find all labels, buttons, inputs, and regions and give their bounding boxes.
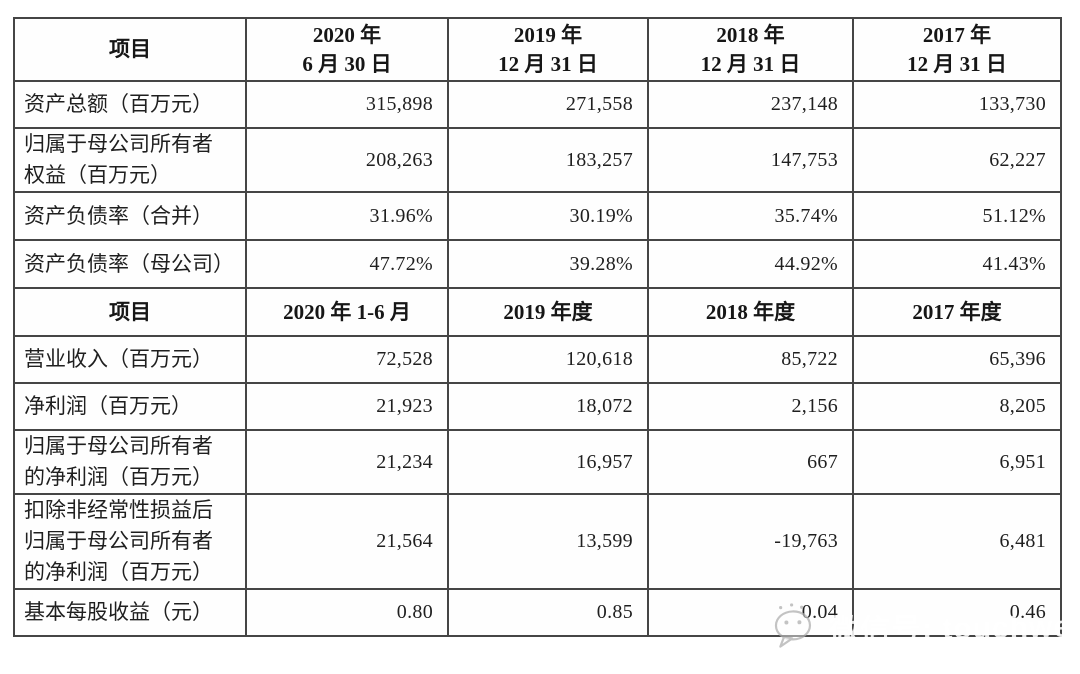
value-cell: 208,263 — [245, 127, 449, 193]
header-line: 2019 年 — [513, 22, 583, 47]
column-header-item: 项目 — [13, 17, 247, 82]
table-row-basic-eps: 基本每股收益（元） 0.80 0.85 0.04 0.46 — [13, 588, 1062, 637]
table-row-parent-equity: 归属于母公司所有者 权益（百万元） 208,263 183,257 147,75… — [13, 127, 1062, 193]
column-header-fy2019: 2019 年度 — [447, 287, 649, 337]
value-cell: 183,257 — [447, 127, 649, 193]
value-cell: 72,528 — [245, 335, 449, 384]
table-row-revenue: 营业收入（百万元） 72,528 120,618 85,722 65,396 — [13, 335, 1062, 384]
row-label: 资产负债率（母公司） — [24, 251, 234, 276]
column-header-2017-12-31: 2017 年 12 月 31 日 — [852, 17, 1062, 82]
table-row-parent-net-profit: 归属于母公司所有者 的净利润（百万元） 21,234 16,957 667 6,… — [13, 429, 1062, 495]
column-header-2019-12-31: 2019 年 12 月 31 日 — [447, 17, 649, 82]
row-label-cell: 净利润（百万元） — [13, 382, 247, 431]
value-cell: 62,227 — [852, 127, 1062, 193]
row-label: 的净利润（百万元） — [24, 560, 213, 584]
table-row-deducted-net-profit: 扣除非经常性损益后 归属于母公司所有者 的净利润（百万元） 21,564 13,… — [13, 493, 1062, 590]
value-cell: 237,148 — [647, 80, 854, 129]
table-row-total-assets: 资产总额（百万元） 315,898 271,558 237,148 133,73… — [13, 80, 1062, 129]
header-line: 6 月 30 日 — [302, 51, 392, 76]
value-cell: 35.74% — [647, 191, 854, 241]
row-label-cell: 扣除非经常性损益后 归属于母公司所有者 的净利润（百万元） — [13, 493, 247, 590]
value-cell: 16,957 — [447, 429, 649, 495]
balance-header-row: 项目 2020 年 6 月 30 日 2019 年 12 月 31 日 2018… — [13, 17, 1062, 82]
table-row-debt-ratio-consolidated: 资产负债率（合并） 31.96% 30.19% 35.74% 51.12% — [13, 191, 1062, 241]
header-line: 12 月 31 日 — [498, 51, 598, 76]
row-label: 基本每股收益（元） — [24, 600, 213, 624]
row-label-cell: 营业收入（百万元） — [13, 335, 247, 384]
value-cell: 47.72% — [245, 239, 449, 289]
value-cell: 65,396 — [852, 335, 1062, 384]
value-cell: 0.46 — [852, 588, 1062, 637]
column-header-fy2017: 2017 年度 — [852, 287, 1062, 337]
value-cell: 8,205 — [852, 382, 1062, 431]
table-row-net-profit: 净利润（百万元） 21,923 18,072 2,156 8,205 — [13, 382, 1062, 431]
value-cell: 147,753 — [647, 127, 854, 193]
table-row-debt-ratio-parent: 资产负债率（母公司） 47.72% 39.28% 44.92% 41.43% — [13, 239, 1062, 289]
row-label-cell: 基本每股收益（元） — [13, 588, 247, 637]
income-header-row: 项目 2020 年 1-6 月 2019 年度 2018 年度 2017 年度 — [13, 287, 1062, 337]
row-label: 的净利润（百万元） — [24, 465, 213, 489]
header-label: 项目 — [109, 37, 151, 61]
value-cell: 120,618 — [447, 335, 649, 384]
value-cell: 85,722 — [647, 335, 854, 384]
column-header-fy2018: 2018 年度 — [647, 287, 854, 337]
value-cell: 667 — [647, 429, 854, 495]
value-cell: 315,898 — [245, 80, 449, 129]
header-line: 12 月 31 日 — [700, 51, 801, 76]
financial-summary-table: 项目 2020 年 6 月 30 日 2019 年 12 月 31 日 2018… — [13, 17, 1062, 637]
header-line: 12 月 31 日 — [907, 51, 1007, 76]
row-label: 资产负债率（合并） — [24, 203, 213, 228]
value-cell: -19,763 — [647, 493, 854, 590]
value-cell: 30.19% — [447, 191, 649, 241]
row-label: 资产总额（百万元） — [24, 92, 213, 116]
value-cell: 31.96% — [245, 191, 449, 241]
value-cell: 21,923 — [245, 382, 449, 431]
value-cell: 6,481 — [852, 493, 1062, 590]
row-label: 归属于母公司所有者 — [24, 434, 213, 458]
value-cell: 51.12% — [852, 191, 1062, 241]
row-label-cell: 归属于母公司所有者 的净利润（百万元） — [13, 429, 247, 495]
row-label: 归属于母公司所有者 — [24, 132, 213, 156]
column-header-2020-06-30: 2020 年 6 月 30 日 — [245, 17, 449, 82]
row-label: 净利润（百万元） — [24, 394, 192, 418]
value-cell: 133,730 — [852, 80, 1062, 129]
row-label: 扣除非经常性损益后 — [24, 498, 213, 522]
header-label: 项目 — [109, 299, 151, 324]
value-cell: 18,072 — [447, 382, 649, 431]
value-cell: 0.80 — [245, 588, 449, 637]
header-line: 2017 年 — [922, 22, 992, 47]
header-line: 2020 年 — [312, 22, 382, 47]
value-cell: 44.92% — [647, 239, 854, 289]
row-label: 营业收入（百万元） — [24, 347, 213, 371]
value-cell: 0.85 — [447, 588, 649, 637]
row-label-cell: 资产负债率（母公司） — [13, 239, 247, 289]
column-header-2020-h1: 2020 年 1-6 月 — [245, 287, 449, 337]
value-cell: 271,558 — [447, 80, 649, 129]
column-header-item-2: 项目 — [13, 287, 247, 337]
row-label-cell: 资产负债率（合并） — [13, 191, 247, 241]
value-cell: 13,599 — [447, 493, 649, 590]
header-line: 2018 年 — [716, 22, 785, 47]
row-label-cell: 资产总额（百万元） — [13, 80, 247, 129]
value-cell: 21,564 — [245, 493, 449, 590]
value-cell: 41.43% — [852, 239, 1062, 289]
value-cell: 6,951 — [852, 429, 1062, 495]
column-header-2018-12-31: 2018 年 12 月 31 日 — [647, 17, 854, 82]
value-cell: 39.28% — [447, 239, 649, 289]
row-label: 归属于母公司所有者 — [24, 529, 213, 553]
row-label-cell: 归属于母公司所有者 权益（百万元） — [13, 127, 247, 193]
value-cell: 2,156 — [647, 382, 854, 431]
value-cell: 21,234 — [245, 429, 449, 495]
row-label: 权益（百万元） — [24, 163, 171, 187]
value-cell: 0.04 — [647, 588, 854, 637]
